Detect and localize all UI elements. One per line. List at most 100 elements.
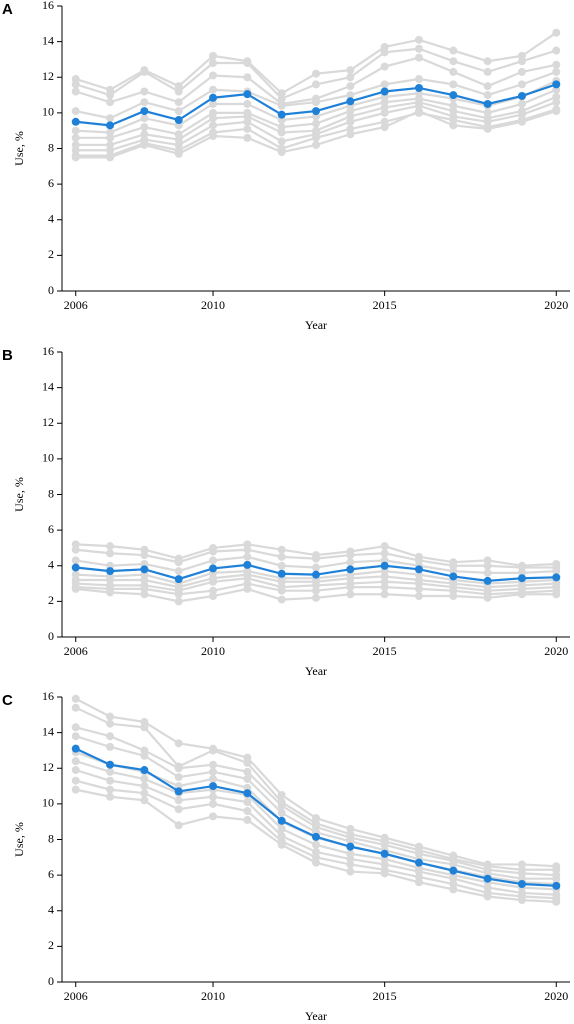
data-point xyxy=(209,132,218,141)
data-point xyxy=(140,114,149,123)
y-tick-label: 8 xyxy=(48,486,54,500)
x-tick-label: 2015 xyxy=(373,989,397,1003)
data-point xyxy=(209,760,218,769)
data-point xyxy=(209,564,218,573)
data-point xyxy=(174,567,183,576)
data-point xyxy=(174,764,183,773)
data-point xyxy=(106,542,115,551)
data-point xyxy=(209,59,218,67)
data-point xyxy=(552,28,561,37)
data-point xyxy=(243,124,252,133)
data-point xyxy=(517,91,526,100)
data-point xyxy=(449,67,458,76)
data-point xyxy=(106,91,115,100)
data-point xyxy=(277,561,286,570)
data-point xyxy=(483,568,492,577)
data-point xyxy=(140,590,149,599)
data-point xyxy=(243,552,252,561)
x-tick-label: 2010 xyxy=(201,298,225,312)
data-point xyxy=(243,758,252,767)
data-point xyxy=(140,774,149,783)
data-point xyxy=(312,570,320,579)
data-point xyxy=(174,116,183,124)
data-point xyxy=(174,149,183,158)
data-point xyxy=(209,93,218,102)
data-point xyxy=(277,790,286,799)
data-point xyxy=(243,133,252,142)
y-axis-title: Use, % xyxy=(12,131,26,166)
data-point xyxy=(414,565,423,574)
y-tick-label: 14 xyxy=(42,33,54,47)
data-point xyxy=(209,746,218,755)
data-point xyxy=(414,584,423,593)
y-tick-label: 10 xyxy=(42,105,54,119)
x-tick-label: 2006 xyxy=(64,298,88,312)
y-tick-label: 2 xyxy=(48,247,54,261)
data-point xyxy=(552,881,561,890)
data-point xyxy=(243,767,252,776)
data-point xyxy=(209,85,218,94)
data-point xyxy=(209,782,218,791)
data-point xyxy=(140,67,149,76)
data-point xyxy=(140,751,149,760)
y-tick-label: 8 xyxy=(48,831,54,845)
data-point xyxy=(71,766,80,775)
data-point xyxy=(552,897,561,906)
y-tick-label: 10 xyxy=(42,451,54,465)
data-point xyxy=(277,110,286,119)
data-point xyxy=(380,590,389,599)
data-point xyxy=(380,108,389,117)
data-point xyxy=(71,744,80,753)
data-point xyxy=(483,874,492,883)
y-tick-label: 6 xyxy=(48,522,54,536)
data-point xyxy=(140,551,149,560)
data-point xyxy=(209,556,218,565)
data-point xyxy=(243,774,252,783)
data-point xyxy=(243,807,252,815)
data-point xyxy=(414,83,423,92)
data-point xyxy=(380,87,389,96)
data-point xyxy=(277,586,286,595)
data-point xyxy=(71,545,80,554)
data-point xyxy=(106,792,115,801)
data-point xyxy=(346,117,355,126)
data-point xyxy=(71,757,80,766)
data-point xyxy=(449,57,458,66)
data-point xyxy=(209,99,218,108)
data-point xyxy=(243,59,252,67)
data-point xyxy=(449,80,458,89)
data-point xyxy=(209,767,218,776)
data-point xyxy=(517,67,526,76)
data-point xyxy=(277,595,286,604)
data-point xyxy=(346,130,355,139)
x-tick-label: 2006 xyxy=(64,989,88,1003)
data-point xyxy=(174,590,183,599)
data-point xyxy=(552,46,561,55)
data-point xyxy=(380,123,389,132)
data-point xyxy=(517,896,526,905)
data-point xyxy=(414,878,423,887)
data-point xyxy=(71,703,80,712)
data-point xyxy=(106,549,115,558)
data-point xyxy=(483,561,492,570)
data-point xyxy=(312,593,320,602)
data-point xyxy=(174,98,183,107)
data-point xyxy=(71,785,80,794)
data-point xyxy=(414,858,423,867)
data-point xyxy=(71,153,80,162)
panel: A 0 2 4 6 8 10 12 14 16 2006 2010 2015 2020 Use, % Year xyxy=(2,0,570,332)
x-tick-label: 2020 xyxy=(544,989,568,1003)
data-point xyxy=(414,75,423,84)
data-point xyxy=(277,552,286,561)
data-point xyxy=(243,73,252,82)
data-point xyxy=(517,574,526,583)
data-point xyxy=(449,592,458,601)
data-point xyxy=(517,99,526,108)
x-tick-label: 2010 xyxy=(201,644,225,658)
data-point xyxy=(140,796,149,805)
x-tick-label: 2020 xyxy=(544,298,568,312)
data-point xyxy=(140,107,149,116)
data-point xyxy=(312,107,320,116)
data-point xyxy=(483,91,492,100)
